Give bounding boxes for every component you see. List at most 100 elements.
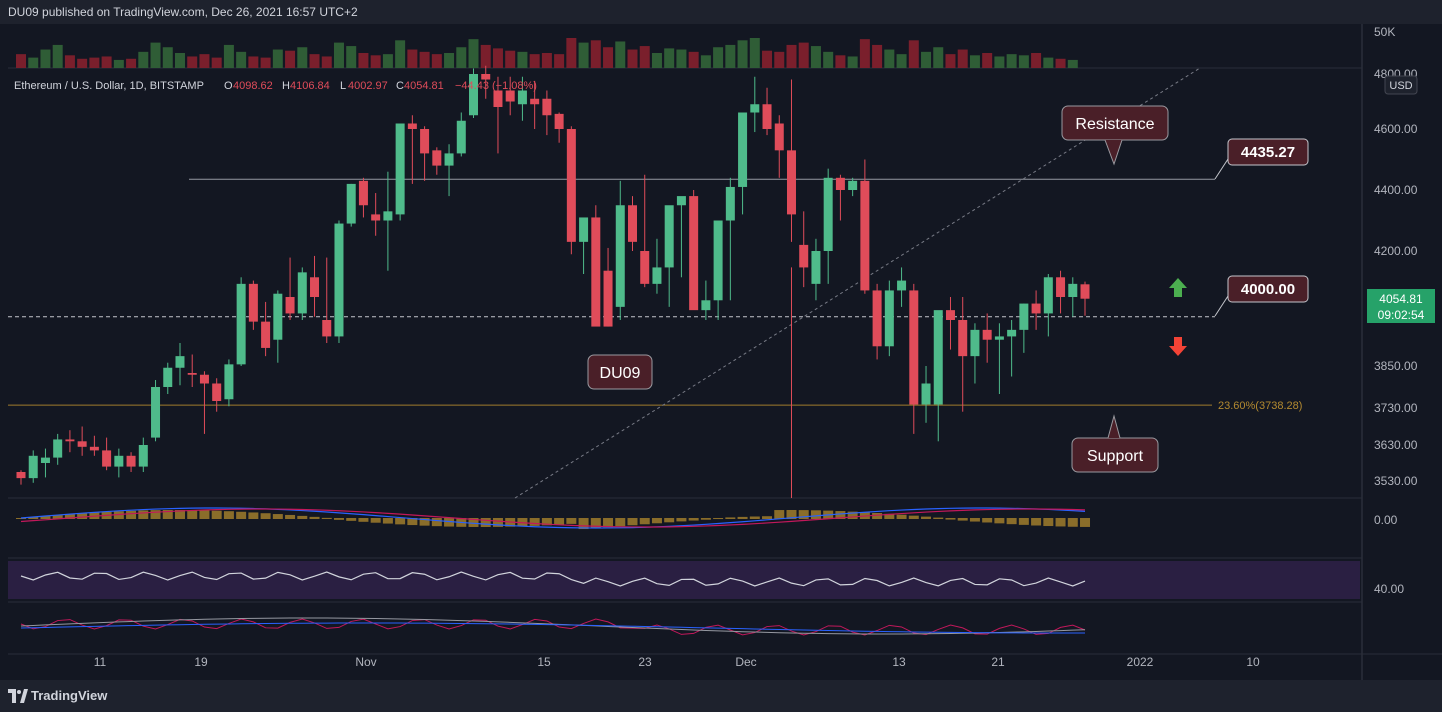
macd-histogram-bar <box>346 518 357 521</box>
candle-body <box>236 283 246 365</box>
volume-bar <box>896 54 907 68</box>
resistance-label[interactable]: Resistance <box>1061 105 1169 166</box>
macd-histogram-bar <box>223 511 234 519</box>
volume-bar <box>395 40 406 68</box>
candle-body <box>151 387 161 438</box>
macd-histogram-bar <box>138 510 149 519</box>
time-tick-label: 21 <box>991 655 1005 669</box>
macd-tick-label: 0.00 <box>1374 513 1398 527</box>
volume-bar <box>444 53 455 68</box>
candle-body <box>554 113 564 129</box>
price-tick-label: 3630.00 <box>1374 438 1418 452</box>
time-tick-label: 23 <box>638 655 652 669</box>
tradingview-brand: TradingView <box>31 688 108 703</box>
candle-body <box>542 98 552 116</box>
volume-bar <box>211 57 222 68</box>
macd-histogram-bar <box>578 518 589 530</box>
level-4435-callout-box <box>1227 138 1309 166</box>
macd-histogram-bar <box>309 516 320 519</box>
annotations[interactable]: Resistance Support DU09 4435.27 4000.00 <box>587 105 1309 473</box>
volume-bar <box>456 47 467 68</box>
macd-histogram-bar <box>162 510 173 519</box>
price-tick-label: 3530.00 <box>1374 474 1418 488</box>
volume-bar <box>89 57 100 68</box>
macd-histogram-bar <box>798 510 809 519</box>
candle-body <box>750 104 760 113</box>
macd-histogram-bar <box>810 510 821 519</box>
macd-histogram-bar <box>16 518 26 519</box>
time-tick-label: 19 <box>194 655 208 669</box>
candle-body <box>371 214 381 221</box>
candle-body <box>28 455 38 479</box>
volume-bar <box>16 54 26 68</box>
level-4435-callout-text: 4435.27 <box>1241 144 1295 161</box>
volume-bar <box>309 54 320 68</box>
candle-body <box>126 455 136 467</box>
macd-histogram-bar <box>272 514 283 519</box>
macd-histogram-bar <box>921 516 932 519</box>
macd-histogram-bar <box>211 510 222 519</box>
volume-bar <box>272 49 283 68</box>
volume-bar <box>260 57 271 68</box>
macd-histogram-bar <box>52 515 63 519</box>
candle-body <box>933 310 943 405</box>
candle-body <box>591 217 601 327</box>
candle-body <box>799 244 809 268</box>
price-chart[interactable]: 23.60%(3738.28) Resistance Support DU09 443… <box>0 24 1442 680</box>
macd-histogram-bar <box>639 518 650 525</box>
candle-body <box>285 297 295 314</box>
candle-body <box>114 455 124 467</box>
rsi-tick-label: 40.00 <box>1374 582 1404 596</box>
volume-bar <box>774 51 785 68</box>
candle-body <box>615 205 625 307</box>
volume-bar <box>77 58 88 68</box>
candle-body <box>921 383 931 405</box>
macd-histogram-bar <box>615 518 626 527</box>
candle-body <box>65 439 75 442</box>
volume-bar <box>541 53 552 68</box>
volume-bar <box>578 42 589 68</box>
candle-body <box>897 280 907 291</box>
macd-histogram-bar <box>762 516 773 519</box>
volume-bar <box>101 56 112 68</box>
macd-histogram-bar <box>1055 518 1066 527</box>
candle-body <box>823 177 833 251</box>
fib-level-label: 23.60%(3738.28) <box>1218 400 1302 412</box>
ohlc-low: 4002.97 <box>348 80 388 92</box>
volume-bar <box>529 54 540 68</box>
author-label[interactable]: DU09 <box>587 354 653 390</box>
macd-histogram-bar <box>725 517 736 519</box>
macd-histogram-bar <box>199 510 210 519</box>
volume-bar <box>921 51 932 68</box>
macd-histogram-bar <box>407 518 418 526</box>
macd-histogram-bar <box>40 516 51 519</box>
volume-bar <box>627 49 638 68</box>
macd-histogram-bar <box>627 518 638 526</box>
support-label[interactable]: Support <box>1071 414 1159 473</box>
macd-histogram-bar <box>236 511 247 519</box>
ohlc-c-label: C <box>396 80 404 92</box>
macd-histogram-bar <box>945 518 956 520</box>
volume-bar <box>737 40 748 68</box>
candle-body <box>89 446 99 451</box>
currency-badge[interactable] <box>1384 75 1418 95</box>
candle-body <box>310 277 320 297</box>
indicator-panes <box>8 507 1360 636</box>
footer: TradingView <box>0 680 1442 712</box>
candle-body <box>224 364 234 400</box>
volume-bar <box>370 55 381 68</box>
volume-bar <box>994 56 1005 68</box>
ohlc-high: 4106.84 <box>290 80 330 92</box>
candle-body <box>138 445 148 467</box>
macd-histogram-bar <box>174 510 185 519</box>
volume-bar <box>1031 53 1042 68</box>
candle-body <box>664 205 674 268</box>
ohlc-close: 4054.81 <box>404 80 444 92</box>
candle-body <box>187 373 197 375</box>
candle-body <box>346 183 356 224</box>
volume-bar <box>382 54 393 68</box>
price-tick-label: 4400.00 <box>1374 183 1418 197</box>
ohlc-l-label: L <box>340 80 346 92</box>
volume-bar <box>492 48 503 68</box>
candle-body <box>40 457 50 463</box>
